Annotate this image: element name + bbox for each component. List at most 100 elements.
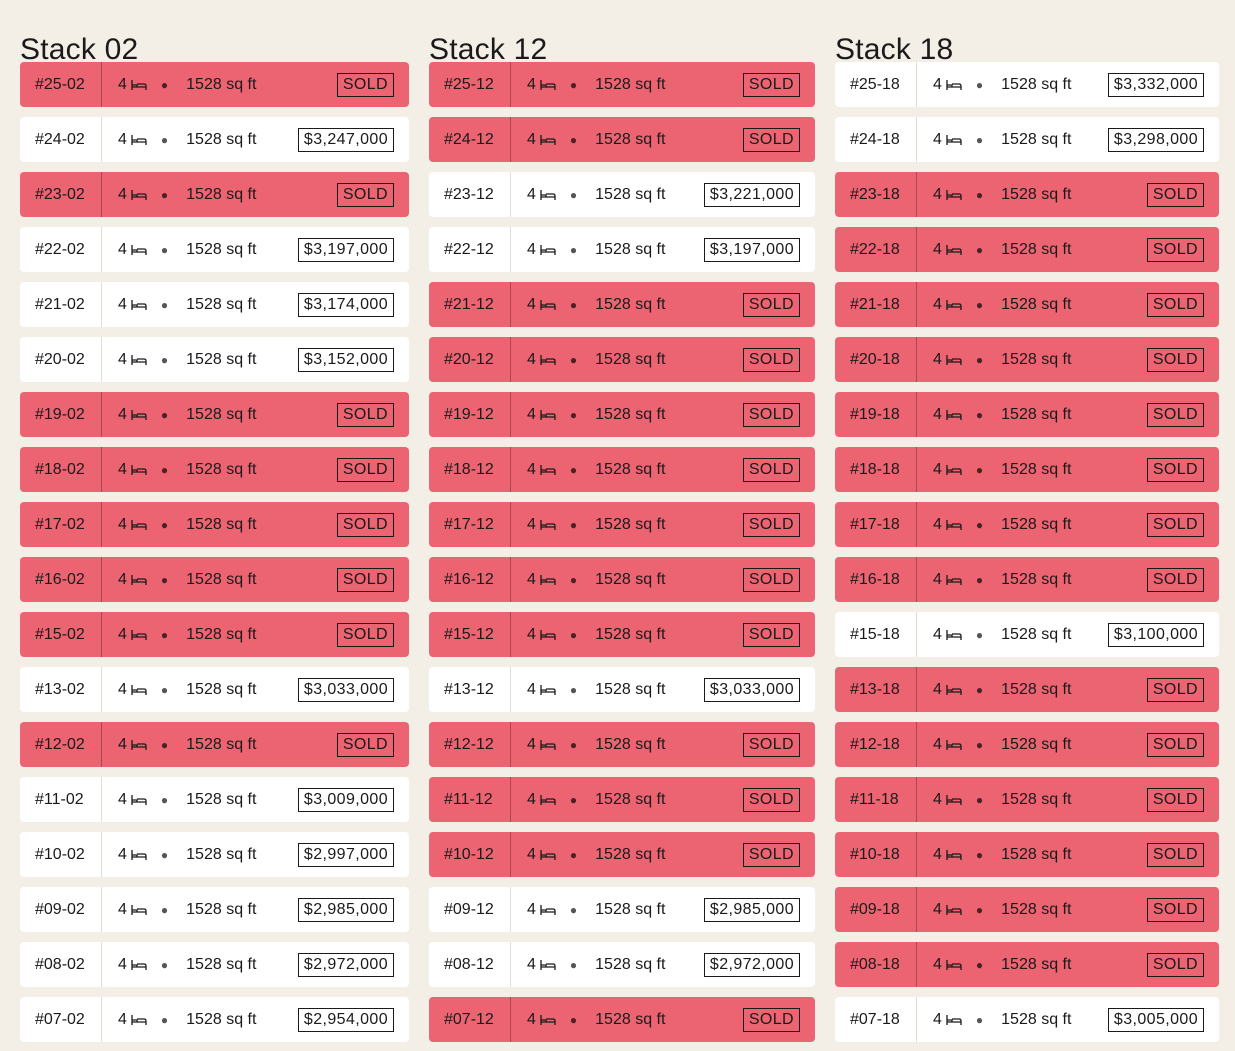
unit-row[interactable]: #12-02 4 ● 1528 sq ft SOLD <box>20 722 409 767</box>
unit-row[interactable]: #15-02 4 ● 1528 sq ft SOLD <box>20 612 409 657</box>
sold-badge[interactable]: SOLD <box>742 347 800 372</box>
unit-row[interactable]: #15-18 4 ● 1528 sq ft $3,100,000 <box>835 612 1219 657</box>
unit-row[interactable]: #20-12 4 ● 1528 sq ft SOLD <box>429 337 815 382</box>
sold-badge[interactable]: SOLD <box>742 512 800 537</box>
unit-row[interactable]: #24-18 4 ● 1528 sq ft $3,298,000 <box>835 117 1219 162</box>
sold-badge[interactable]: SOLD <box>1146 897 1204 922</box>
sold-badge[interactable]: SOLD <box>336 402 394 427</box>
price-badge[interactable]: $2,997,000 <box>297 842 394 867</box>
unit-row[interactable]: #19-02 4 ● 1528 sq ft SOLD <box>20 392 409 437</box>
unit-row[interactable]: #19-12 4 ● 1528 sq ft SOLD <box>429 392 815 437</box>
unit-row[interactable]: #22-02 4 ● 1528 sq ft $3,197,000 <box>20 227 409 272</box>
sold-badge[interactable]: SOLD <box>742 72 800 97</box>
sold-badge[interactable]: SOLD <box>336 567 394 592</box>
sold-badge[interactable]: SOLD <box>336 457 394 482</box>
unit-row[interactable]: #12-18 4 ● 1528 sq ft SOLD <box>835 722 1219 767</box>
sold-badge[interactable]: SOLD <box>742 567 800 592</box>
unit-row[interactable]: #17-18 4 ● 1528 sq ft SOLD <box>835 502 1219 547</box>
unit-row[interactable]: #24-12 4 ● 1528 sq ft SOLD <box>429 117 815 162</box>
sold-badge[interactable]: SOLD <box>1146 237 1204 262</box>
unit-row[interactable]: #17-02 4 ● 1528 sq ft SOLD <box>20 502 409 547</box>
sold-badge[interactable]: SOLD <box>742 732 800 757</box>
sold-badge[interactable]: SOLD <box>742 1007 800 1032</box>
unit-row[interactable]: #13-12 4 ● 1528 sq ft $3,033,000 <box>429 667 815 712</box>
unit-row[interactable]: #21-18 4 ● 1528 sq ft SOLD <box>835 282 1219 327</box>
price-badge[interactable]: $3,221,000 <box>703 182 800 207</box>
sold-badge[interactable]: SOLD <box>1146 842 1204 867</box>
price-badge[interactable]: $3,298,000 <box>1107 127 1204 152</box>
unit-row[interactable]: #15-12 4 ● 1528 sq ft SOLD <box>429 612 815 657</box>
unit-row[interactable]: #25-18 4 ● 1528 sq ft $3,332,000 <box>835 62 1219 107</box>
sold-badge[interactable]: SOLD <box>1146 347 1204 372</box>
sold-badge[interactable]: SOLD <box>742 787 800 812</box>
unit-row[interactable]: #16-02 4 ● 1528 sq ft SOLD <box>20 557 409 602</box>
price-badge[interactable]: $3,033,000 <box>297 677 394 702</box>
unit-row[interactable]: #09-12 4 ● 1528 sq ft $2,985,000 <box>429 887 815 932</box>
unit-row[interactable]: #23-18 4 ● 1528 sq ft SOLD <box>835 172 1219 217</box>
sold-badge[interactable]: SOLD <box>1146 732 1204 757</box>
unit-row[interactable]: #25-02 4 ● 1528 sq ft SOLD <box>20 62 409 107</box>
unit-row[interactable]: #13-02 4 ● 1528 sq ft $3,033,000 <box>20 667 409 712</box>
sold-badge[interactable]: SOLD <box>1146 457 1204 482</box>
sold-badge[interactable]: SOLD <box>1146 787 1204 812</box>
unit-row[interactable]: #13-18 4 ● 1528 sq ft SOLD <box>835 667 1219 712</box>
price-badge[interactable]: $2,972,000 <box>297 952 394 977</box>
sold-badge[interactable]: SOLD <box>1146 292 1204 317</box>
sold-badge[interactable]: SOLD <box>742 127 800 152</box>
sold-badge[interactable]: SOLD <box>1146 567 1204 592</box>
sold-badge[interactable]: SOLD <box>1146 677 1204 702</box>
sold-badge[interactable]: SOLD <box>1146 182 1204 207</box>
price-badge[interactable]: $2,985,000 <box>703 897 800 922</box>
unit-row[interactable]: #22-12 4 ● 1528 sq ft $3,197,000 <box>429 227 815 272</box>
price-badge[interactable]: $3,033,000 <box>703 677 800 702</box>
price-badge[interactable]: $2,954,000 <box>297 1007 394 1032</box>
price-badge[interactable]: $2,972,000 <box>703 952 800 977</box>
price-badge[interactable]: $3,100,000 <box>1107 622 1204 647</box>
price-badge[interactable]: $3,152,000 <box>297 347 394 372</box>
unit-row[interactable]: #18-18 4 ● 1528 sq ft SOLD <box>835 447 1219 492</box>
price-badge[interactable]: $3,005,000 <box>1107 1007 1204 1032</box>
sold-badge[interactable]: SOLD <box>742 402 800 427</box>
sold-badge[interactable]: SOLD <box>336 72 394 97</box>
unit-row[interactable]: #21-02 4 ● 1528 sq ft $3,174,000 <box>20 282 409 327</box>
unit-row[interactable]: #21-12 4 ● 1528 sq ft SOLD <box>429 282 815 327</box>
unit-row[interactable]: #10-12 4 ● 1528 sq ft SOLD <box>429 832 815 877</box>
unit-row[interactable]: #17-12 4 ● 1528 sq ft SOLD <box>429 502 815 547</box>
sold-badge[interactable]: SOLD <box>1146 952 1204 977</box>
sold-badge[interactable]: SOLD <box>336 182 394 207</box>
unit-row[interactable]: #09-02 4 ● 1528 sq ft $2,985,000 <box>20 887 409 932</box>
price-badge[interactable]: $3,197,000 <box>297 237 394 262</box>
sold-badge[interactable]: SOLD <box>742 292 800 317</box>
unit-row[interactable]: #25-12 4 ● 1528 sq ft SOLD <box>429 62 815 107</box>
unit-row[interactable]: #12-12 4 ● 1528 sq ft SOLD <box>429 722 815 767</box>
unit-row[interactable]: #07-12 4 ● 1528 sq ft SOLD <box>429 997 815 1042</box>
sold-badge[interactable]: SOLD <box>336 732 394 757</box>
unit-row[interactable]: #11-02 4 ● 1528 sq ft $3,009,000 <box>20 777 409 822</box>
unit-row[interactable]: #08-18 4 ● 1528 sq ft SOLD <box>835 942 1219 987</box>
sold-badge[interactable]: SOLD <box>742 622 800 647</box>
unit-row[interactable]: #08-02 4 ● 1528 sq ft $2,972,000 <box>20 942 409 987</box>
price-badge[interactable]: $3,197,000 <box>703 237 800 262</box>
price-badge[interactable]: $3,009,000 <box>297 787 394 812</box>
unit-row[interactable]: #07-18 4 ● 1528 sq ft $3,005,000 <box>835 997 1219 1042</box>
sold-badge[interactable]: SOLD <box>742 457 800 482</box>
price-badge[interactable]: $3,174,000 <box>297 292 394 317</box>
unit-row[interactable]: #20-18 4 ● 1528 sq ft SOLD <box>835 337 1219 382</box>
unit-row[interactable]: #18-02 4 ● 1528 sq ft SOLD <box>20 447 409 492</box>
unit-row[interactable]: #23-02 4 ● 1528 sq ft SOLD <box>20 172 409 217</box>
unit-row[interactable]: #10-02 4 ● 1528 sq ft $2,997,000 <box>20 832 409 877</box>
price-badge[interactable]: $3,332,000 <box>1107 72 1204 97</box>
unit-row[interactable]: #11-18 4 ● 1528 sq ft SOLD <box>835 777 1219 822</box>
sold-badge[interactable]: SOLD <box>1146 512 1204 537</box>
unit-row[interactable]: #10-18 4 ● 1528 sq ft SOLD <box>835 832 1219 877</box>
sold-badge[interactable]: SOLD <box>336 512 394 537</box>
unit-row[interactable]: #23-12 4 ● 1528 sq ft $3,221,000 <box>429 172 815 217</box>
sold-badge[interactable]: SOLD <box>1146 402 1204 427</box>
unit-row[interactable]: #08-12 4 ● 1528 sq ft $2,972,000 <box>429 942 815 987</box>
unit-row[interactable]: #20-02 4 ● 1528 sq ft $3,152,000 <box>20 337 409 382</box>
unit-row[interactable]: #09-18 4 ● 1528 sq ft SOLD <box>835 887 1219 932</box>
unit-row[interactable]: #22-18 4 ● 1528 sq ft SOLD <box>835 227 1219 272</box>
unit-row[interactable]: #18-12 4 ● 1528 sq ft SOLD <box>429 447 815 492</box>
unit-row[interactable]: #16-18 4 ● 1528 sq ft SOLD <box>835 557 1219 602</box>
price-badge[interactable]: $2,985,000 <box>297 897 394 922</box>
